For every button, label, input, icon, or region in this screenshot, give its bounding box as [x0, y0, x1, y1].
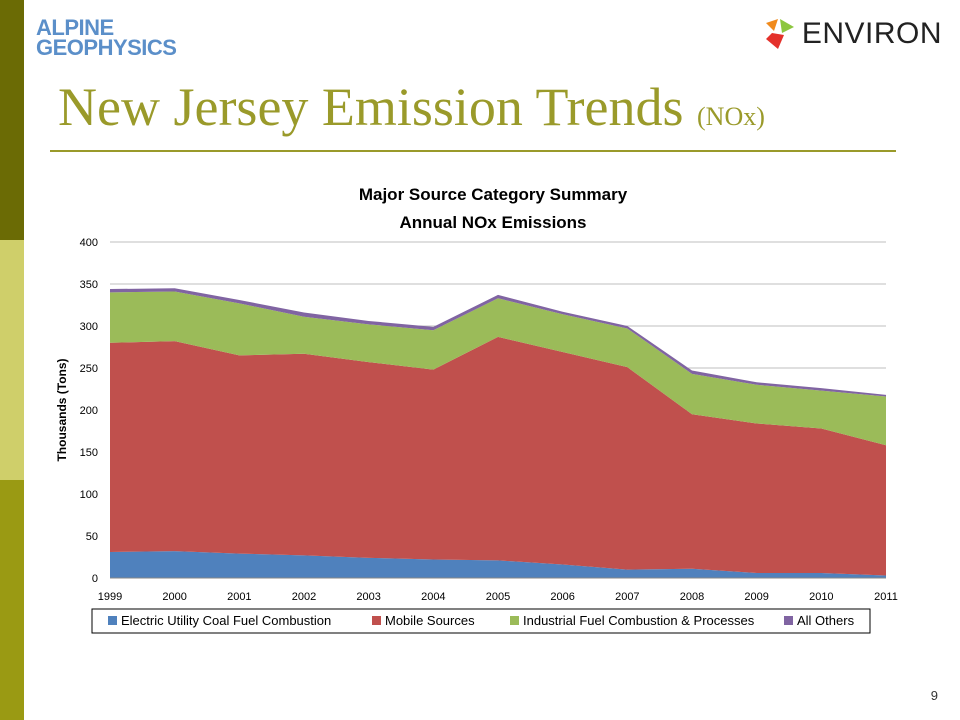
y-tick-label: 400 — [80, 237, 98, 249]
alpine-geophysics-logo: ALPINE GEOPHYSICS — [36, 15, 206, 64]
page-number: 9 — [930, 688, 938, 703]
title-main: New Jersey Emission Trends — [58, 77, 698, 137]
emissions-chart: Major Source Category Summary Annual NOx … — [48, 175, 908, 645]
legend-swatch — [108, 616, 117, 625]
y-tick-label: 300 — [80, 321, 98, 333]
area-series-3 — [110, 288, 886, 397]
environ-logo: ENVIRON — [762, 14, 942, 54]
legend-swatch — [784, 616, 793, 625]
x-tick-label: 2008 — [680, 591, 704, 603]
x-tick-label: 2000 — [162, 591, 186, 603]
legend-label: All Others — [797, 613, 855, 628]
y-tick-label: 50 — [86, 531, 98, 543]
chart-subtitle: Annual NOx Emissions — [399, 213, 586, 232]
chart-title: Major Source Category Summary — [359, 185, 628, 204]
x-tick-label: 2010 — [809, 591, 833, 603]
legend-label: Mobile Sources — [385, 613, 475, 628]
x-tick-label: 2003 — [356, 591, 380, 603]
area-series-1 — [110, 336, 886, 576]
environ-wordmark: ENVIRON — [801, 17, 942, 50]
x-tick-label: 2002 — [292, 591, 316, 603]
legend-swatch — [510, 616, 519, 625]
chart-svg: Major Source Category Summary Annual NOx … — [55, 185, 898, 634]
x-tick-label: 2006 — [550, 591, 574, 603]
y-tick-label: 150 — [80, 447, 98, 459]
environ-mark-icon — [765, 19, 794, 49]
page-title: New Jersey Emission Trends (NOx) — [58, 72, 765, 152]
y-tick-label: 250 — [80, 363, 98, 375]
y-tick-label: 200 — [80, 405, 98, 417]
title-divider — [50, 150, 896, 152]
legend-box — [91, 608, 871, 634]
x-tick-label: 2009 — [744, 591, 768, 603]
legend-label: Electric Utility Coal Fuel Combustion — [121, 613, 331, 628]
x-tick-label: 2004 — [421, 591, 445, 603]
logo-line-1: ALPINE — [36, 15, 114, 40]
x-tick-label: 2001 — [227, 591, 251, 603]
title-sub: (NOx) — [697, 102, 765, 131]
y-axis-label: Thousands (Tons) — [55, 358, 69, 461]
sidebar-stripe-mid — [0, 480, 24, 720]
area-series-2 — [110, 291, 886, 446]
x-tick-label: 2011 — [874, 591, 898, 603]
legend-swatch — [372, 616, 381, 625]
x-tick-label: 2007 — [615, 591, 639, 603]
x-tick-label: 1999 — [98, 591, 122, 603]
x-tick-label: 2005 — [486, 591, 510, 603]
area-series-0 — [110, 551, 886, 578]
sidebar-stripe-dark — [0, 0, 24, 240]
y-tick-label: 0 — [92, 573, 98, 585]
sidebar-stripe-light — [0, 240, 24, 480]
legend-label: Industrial Fuel Combustion & Processes — [523, 613, 755, 628]
logo-line-2: GEOPHYSICS — [36, 35, 177, 60]
y-tick-label: 350 — [80, 279, 98, 291]
y-tick-label: 100 — [80, 489, 98, 501]
